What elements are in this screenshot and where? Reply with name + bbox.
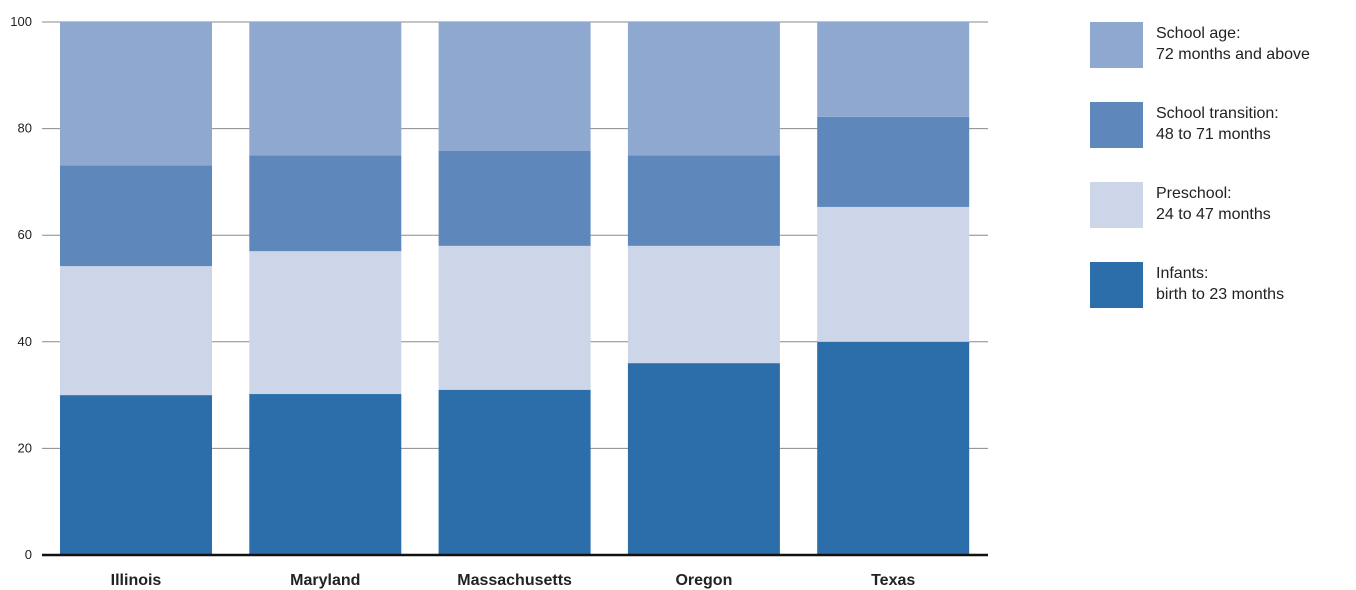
bar-segment — [817, 116, 970, 207]
legend-swatch-preschool — [1090, 182, 1143, 228]
bar-segment — [249, 251, 402, 395]
x-category-label: Oregon — [675, 572, 732, 589]
bar-segment — [817, 22, 970, 117]
bar-segment — [627, 245, 780, 364]
x-category-label: Illinois — [111, 572, 162, 589]
bar-segment — [627, 363, 780, 555]
legend-label-school-transition: School transition: 48 to 71 months — [1156, 103, 1279, 145]
bar-segment — [817, 341, 970, 555]
y-tick-label: 60 — [18, 227, 32, 242]
bar-segment — [627, 155, 780, 246]
axes: 0 20 40 60 80 100 Illinois Maryland Massachusett… — [10, 14, 988, 589]
legend-swatch-infants — [1090, 262, 1143, 308]
legend-label-line: Preschool: — [1156, 185, 1232, 202]
x-category-label: Texas — [871, 572, 915, 589]
legend-label-line: Infants: — [1156, 265, 1209, 282]
x-category-label: Maryland — [290, 572, 360, 589]
bar-segment — [60, 395, 212, 555]
bar-segment — [627, 22, 780, 156]
legend-label-line: birth to 23 months — [1156, 286, 1285, 303]
y-tick-label: 40 — [18, 334, 32, 349]
legend-label-line: 48 to 71 months — [1156, 126, 1271, 143]
bar-segment — [438, 150, 591, 246]
y-tick-label: 100 — [10, 14, 32, 29]
legend-label-preschool: Preschool: 24 to 47 months — [1156, 183, 1271, 225]
x-category-label: Massachusetts — [457, 572, 572, 589]
bar-segment — [60, 266, 212, 396]
bar-segment — [438, 389, 591, 555]
bar-segment — [60, 165, 212, 267]
stacked-bar-chart: 0 20 40 60 80 100 Illinois Maryland Massachusett… — [10, 14, 988, 589]
legend-label-line: School transition: — [1156, 105, 1279, 122]
bar-segment — [60, 22, 212, 166]
legend-label-line: 72 months and above — [1156, 46, 1310, 63]
bar-segment — [438, 245, 591, 390]
bar-segment — [817, 206, 970, 342]
legend-swatch-school-age — [1090, 22, 1143, 68]
legend-label-line: School age: — [1156, 25, 1241, 42]
bars — [60, 22, 970, 555]
y-tick-label: 80 — [18, 121, 32, 136]
legend-label-line: 24 to 47 months — [1156, 206, 1271, 223]
bar-segment — [438, 22, 591, 151]
legend-label-school-age: School age: 72 months and above — [1156, 23, 1310, 65]
bar-segment — [249, 155, 402, 252]
y-tick-label: 0 — [25, 547, 32, 562]
bar-segment — [249, 394, 402, 555]
bar-segment — [249, 22, 402, 156]
y-tick-label: 20 — [18, 440, 32, 455]
legend-label-infants: Infants: birth to 23 months — [1156, 263, 1284, 305]
legend-swatch-school-transition — [1090, 102, 1143, 148]
